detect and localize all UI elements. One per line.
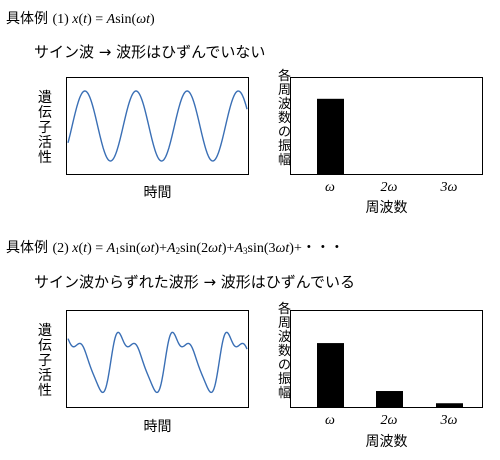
spectrum-2-tick-1: ω: [325, 413, 335, 428]
time-plot-1-wave: [67, 90, 248, 162]
time-plot-2-ylabel: 遺伝子活性: [38, 323, 52, 399]
spectrum-2-bar-1: [317, 343, 344, 407]
spectrum-1-tick-1: ω: [325, 180, 335, 195]
time-plot-1-xlabel: 時間: [143, 185, 172, 201]
example-2-heading-label: 具体例: [6, 240, 48, 256]
time-plot-2-wave: [67, 331, 248, 394]
example-1-formula: (1) x(t) = Asin(ωt): [52, 12, 155, 27]
spectrum-2-tick-3: 3ω: [440, 413, 458, 428]
spectrum-2-xlabel: 周波数: [365, 434, 408, 450]
example-2-note: サイン波からずれた波形 → 波形はひずんでいる: [34, 273, 356, 291]
spectrum-1-ylabel: 各周波数の振幅: [277, 69, 291, 168]
example-1-heading-label: 具体例: [6, 11, 48, 27]
spectrum-1-tick-2: 2ω: [380, 180, 398, 195]
spectrum-1-xlabel: 周波数: [365, 200, 408, 216]
time-plot-1-frame: [66, 77, 249, 175]
spectrum-1-frame: [290, 77, 483, 175]
spectrum-2-ylabel: 各周波数の振幅: [277, 302, 291, 401]
example-1-note: サイン波 → 波形はひずんでいない: [34, 43, 266, 61]
time-plot-1-ylabel: 遺伝子活性: [38, 90, 52, 166]
example-2-heading: 具体例 (2) x(t) = A1sin(ωt)+A2sin(2ωt)+A3si…: [6, 237, 344, 257]
time-plot-2-frame: [66, 310, 249, 408]
example-1-heading: 具体例 (1) x(t) = Asin(ωt): [6, 8, 155, 28]
time-plot-2-xlabel: 時間: [143, 419, 172, 435]
spectrum-2-bar-3: [436, 403, 463, 407]
spectrum-1-tick-3: 3ω: [440, 180, 458, 195]
spectrum-2-frame: [290, 310, 483, 408]
spectrum-1-bar-1: [317, 98, 344, 174]
spectrum-2-bar-2: [376, 391, 403, 407]
spectrum-2-tick-2: 2ω: [380, 413, 398, 428]
example-2-formula: (2) x(t) = A1sin(ωt)+A2sin(2ωt)+A3sin(3ω…: [52, 241, 344, 256]
